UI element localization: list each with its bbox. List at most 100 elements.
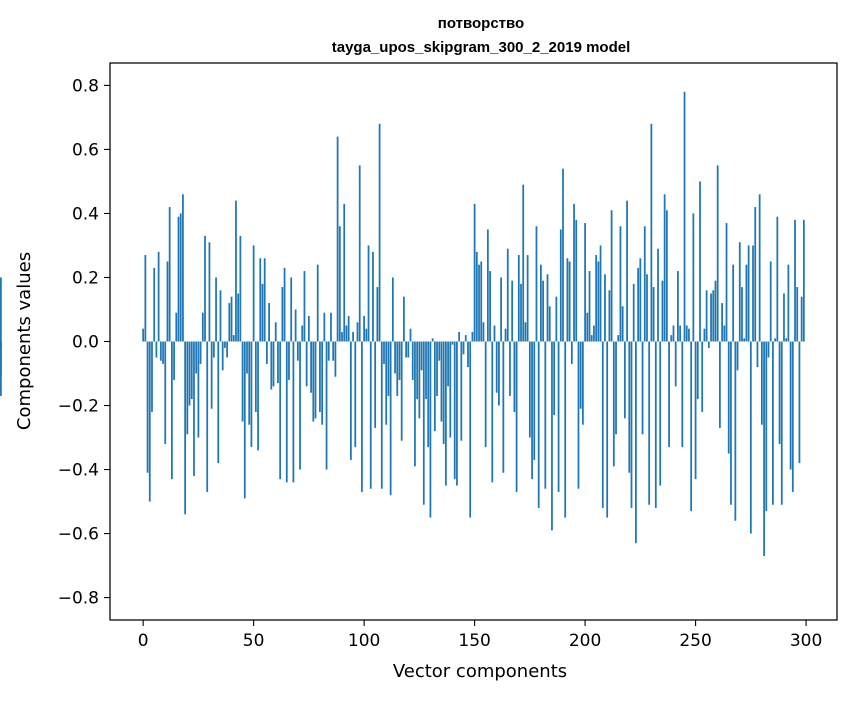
bar-190 [562, 168, 564, 342]
y-tick-label: 0.0 [72, 333, 99, 353]
bar-230 [650, 123, 653, 342]
bar-132 [433, 341, 436, 432]
bar-88 [336, 136, 339, 342]
bar-285 [772, 341, 774, 505]
bar-134 [438, 341, 441, 361]
y-tick-label: −0.2 [58, 397, 99, 417]
bar-228 [646, 274, 648, 342]
bar-281 [763, 341, 765, 556]
bar-102 [367, 245, 370, 342]
bar-104 [372, 251, 374, 342]
bar-255 [705, 290, 708, 342]
bar-299 [802, 219, 805, 342]
bar-79 [316, 264, 319, 342]
bar-204 [593, 325, 595, 342]
bar-119 [405, 341, 407, 358]
bar-131 [431, 338, 434, 342]
bar-280 [760, 341, 763, 425]
bar-260 [716, 165, 719, 342]
bar-3 [148, 341, 151, 502]
x-tick-label: 50 [243, 631, 265, 651]
bar-210 [606, 341, 609, 518]
bar-100 [363, 315, 365, 342]
bar-168 [513, 341, 516, 412]
bar-1 [144, 255, 147, 342]
bar-270 [738, 242, 741, 342]
bar-198 [579, 341, 582, 409]
bar-283 [767, 341, 770, 358]
bar-172 [522, 184, 525, 342]
bar-13 [170, 341, 173, 480]
bar-72 [301, 325, 304, 342]
y-tick-label: 0.2 [72, 268, 99, 288]
bar-141 [453, 341, 456, 480]
bar-269 [736, 341, 739, 371]
x-tick-label: 150 [458, 631, 490, 651]
bar-266 [730, 341, 732, 505]
bar-86 [332, 341, 335, 361]
bar-44 [239, 235, 242, 342]
bar-199 [582, 341, 584, 425]
bar-174 [526, 255, 529, 342]
bar-51 [254, 341, 257, 412]
bar-200 [584, 223, 586, 342]
bar-37 [224, 341, 226, 348]
bar-157 [489, 271, 491, 342]
bar-10 [164, 341, 167, 444]
bar-114 [394, 341, 396, 374]
bar-115 [396, 341, 399, 396]
bar-211 [608, 290, 611, 342]
bar-75 [307, 315, 310, 342]
bar-124 [416, 341, 419, 400]
bar-undefined [0, 341, 2, 348]
bar-41 [232, 335, 235, 342]
bar-74 [305, 341, 308, 387]
bar-109 [383, 341, 385, 364]
bar-233 [657, 248, 659, 342]
bar-101 [365, 328, 368, 342]
bar-22 [190, 341, 193, 400]
bar-19 [184, 341, 187, 515]
y-axis-label: Components values [14, 252, 35, 430]
bar-298 [800, 296, 803, 342]
bar-82 [323, 312, 326, 342]
bar-288 [778, 341, 781, 444]
bar-223 [635, 341, 637, 544]
bar-0 [142, 328, 145, 342]
bar-undefined [0, 341, 2, 377]
chart-title-line2: tayga_upos_skipgram_300_2_2019 model [332, 39, 631, 56]
bar-184 [548, 306, 551, 342]
bar-118 [403, 296, 405, 342]
bar-49 [250, 341, 253, 448]
bar-242 [677, 271, 679, 342]
bar-56 [266, 341, 268, 364]
bar-97 [356, 322, 359, 342]
bar-142 [456, 341, 458, 486]
bar-181 [542, 280, 544, 342]
bar-241 [674, 341, 677, 387]
bar-59 [272, 341, 275, 387]
bar-54 [261, 283, 264, 342]
bar-160 [495, 341, 498, 393]
bar-32 [212, 341, 215, 358]
bar-16 [177, 216, 180, 342]
y-tick-label: −0.6 [58, 525, 99, 545]
bar-121 [409, 328, 412, 342]
bar-225 [639, 258, 642, 342]
bar-244 [681, 341, 684, 448]
bar-5 [153, 267, 156, 342]
bar-296 [796, 287, 799, 342]
bar-80 [319, 341, 321, 412]
bar-234 [659, 341, 662, 486]
bar-162 [500, 277, 503, 342]
y-tick-label: −0.8 [58, 589, 99, 609]
bar-123 [414, 341, 416, 467]
bar-261 [719, 341, 721, 428]
bar-105 [374, 341, 377, 428]
bar-278 [756, 341, 759, 368]
bar-161 [498, 341, 500, 406]
bar-250 [694, 341, 697, 480]
bar-290 [783, 293, 785, 342]
bar-249 [692, 213, 695, 342]
